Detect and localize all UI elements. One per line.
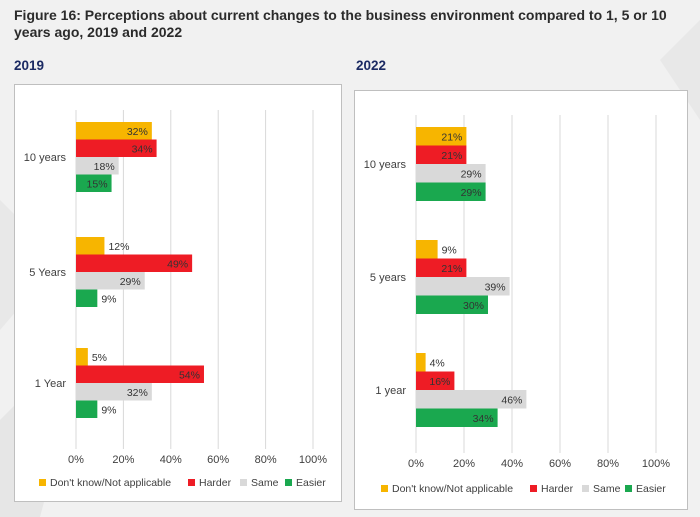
x-tick-label: 40%	[501, 458, 523, 470]
legend-swatch-harder	[188, 479, 195, 486]
legend-label-dont-know: Don't know/Not applicable	[50, 477, 171, 489]
bar-harder	[416, 258, 467, 277]
data-label: 18%	[94, 161, 115, 173]
legend-label-harder: Harder	[541, 483, 574, 495]
bar-easier	[416, 182, 486, 201]
category-label: 1 Year	[35, 378, 67, 390]
data-label: 16%	[429, 376, 450, 388]
year-label-2019: 2019	[14, 58, 45, 73]
bar-same	[76, 383, 152, 401]
data-label: 39%	[485, 281, 506, 293]
x-tick-label: 80%	[597, 458, 619, 470]
category-label: 10 years	[364, 159, 407, 171]
data-label: 29%	[461, 187, 482, 199]
category-label: 10 years	[24, 152, 67, 164]
x-tick-label: 40%	[160, 454, 182, 466]
x-tick-label: 60%	[207, 454, 229, 466]
bar-same	[416, 390, 527, 409]
data-label: 21%	[441, 131, 462, 143]
bar-harder	[76, 365, 204, 383]
legend-label-harder: Harder	[199, 477, 232, 489]
chart-panel-2019: 0% 20% 40% 60% 80% 100% 10 years 32% 34% 18% 15% 5 …	[14, 84, 342, 502]
data-label: 34%	[473, 413, 494, 425]
legend-label-dont-know: Don't know/Not applicable	[392, 483, 513, 495]
bar-same	[76, 272, 145, 290]
bar-harder	[416, 145, 467, 164]
category-label: 1 year	[375, 385, 406, 397]
legend-label-same: Same	[593, 483, 621, 495]
bar-dont-know	[76, 348, 88, 366]
data-label: 30%	[463, 300, 484, 312]
legend-label-same: Same	[251, 477, 279, 489]
bar-same	[76, 157, 119, 175]
bar-easier	[76, 289, 98, 307]
legend-swatch-dont-know	[39, 479, 46, 486]
x-tick-label: 60%	[549, 458, 571, 470]
data-label: 21%	[441, 150, 462, 162]
legend-swatch-same	[582, 485, 589, 492]
data-label: 32%	[127, 126, 148, 138]
year-label-2022: 2022	[356, 58, 387, 73]
bar-dont-know	[416, 240, 438, 259]
category-label: 5 Years	[29, 267, 66, 279]
x-tick-label: 0%	[68, 454, 84, 466]
category-label: 5 years	[370, 272, 407, 284]
x-tick-label: 0%	[408, 458, 424, 470]
bar-same	[416, 164, 486, 183]
bar-dont-know	[416, 127, 467, 146]
legend-swatch-easier	[625, 485, 632, 492]
data-label: 49%	[167, 258, 188, 270]
bar-harder	[416, 371, 455, 390]
bar-harder	[76, 254, 193, 272]
legend-label-easier: Easier	[636, 483, 666, 495]
x-tick-label: 20%	[453, 458, 475, 470]
data-label: 29%	[461, 168, 482, 180]
data-label: 9%	[442, 244, 457, 256]
x-tick-label: 100%	[299, 454, 327, 466]
legend-swatch-dont-know	[381, 485, 388, 492]
bar-same	[416, 277, 510, 296]
data-label: 54%	[179, 369, 200, 381]
x-tick-label: 20%	[112, 454, 134, 466]
chart-panel-2022: 0% 20% 40% 60% 80% 100% 10 years 21% 21% 29% 29% 5 …	[354, 90, 688, 510]
bar-dont-know	[76, 237, 105, 255]
legend-swatch-easier	[285, 479, 292, 486]
data-label: 9%	[101, 404, 116, 416]
data-label: 5%	[92, 352, 107, 364]
bar-dont-know	[76, 122, 152, 140]
bar-harder	[76, 139, 157, 157]
legend-label-easier: Easier	[296, 477, 326, 489]
data-label: 9%	[101, 293, 116, 305]
data-label: 46%	[501, 394, 522, 406]
bar-easier	[416, 295, 488, 314]
bar-easier	[76, 400, 98, 418]
data-label: 4%	[430, 357, 445, 369]
x-tick-label: 80%	[255, 454, 277, 466]
data-label: 32%	[127, 387, 148, 399]
legend-swatch-harder	[530, 485, 537, 492]
data-label: 12%	[108, 241, 129, 253]
data-label: 21%	[441, 263, 462, 275]
bar-chart-2019: 0% 20% 40% 60% 80% 100% 10 years 32% 34% 18% 15% 5 …	[24, 110, 327, 489]
bar-easier	[76, 174, 112, 192]
bar-easier	[416, 408, 498, 427]
bar-dont-know	[416, 353, 426, 372]
legend-swatch-same	[240, 479, 247, 486]
figure-title: Figure 16: Perceptions about current cha…	[14, 7, 667, 40]
data-label: 15%	[87, 178, 108, 190]
bar-chart-2022: 0% 20% 40% 60% 80% 100% 10 years 21% 21% 29% 29% 5 …	[364, 115, 670, 495]
x-tick-label: 100%	[642, 458, 670, 470]
data-label: 34%	[132, 143, 153, 155]
data-label: 29%	[120, 276, 141, 288]
